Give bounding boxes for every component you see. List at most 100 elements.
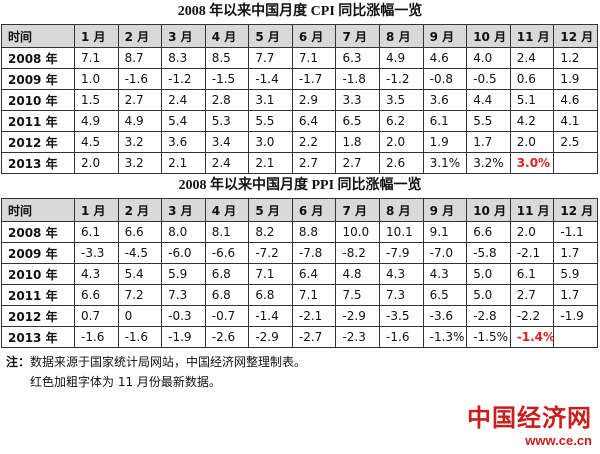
data-row: 2009 年 -3.3 -4.5 -6.0 -6.6 -7.2 -7.8 -8.2 -7.9 -7…	[1, 242, 598, 264]
cell: -1.6	[117, 326, 163, 348]
cell: 2.7	[117, 89, 163, 111]
cell: 4.3	[74, 263, 119, 285]
cell: -1.6	[74, 326, 119, 348]
cell: 4.3	[422, 263, 468, 285]
cell: 1.7	[553, 284, 598, 306]
cell: 6.8	[204, 284, 250, 306]
cell: 2.4	[509, 47, 555, 69]
cell: -2.9	[248, 326, 293, 348]
cell: 7.1	[291, 47, 337, 69]
cell: 7.1	[291, 284, 337, 306]
cell: 6.6	[117, 221, 163, 243]
cell: 4.2	[509, 110, 555, 132]
cell: 8.3	[161, 47, 206, 69]
data-row: 2013 年 -1.6 -1.6 -1.9 -2.6 -2.9 -2.7 -2.3 -1.6 -1…	[1, 326, 598, 348]
cell: 4.0	[466, 47, 511, 69]
note-label: 注：	[6, 355, 31, 369]
cell: 2.4	[161, 89, 206, 111]
cell: -2.8	[466, 305, 511, 327]
cell: 7.1	[248, 263, 293, 285]
cell: 3.3	[335, 89, 381, 111]
cell: 4.6	[553, 89, 598, 111]
cell: 2.1	[248, 152, 293, 174]
cell: 5.9	[553, 263, 598, 285]
cell: 5.5	[466, 110, 511, 132]
cell: 1.0	[74, 68, 119, 90]
header-cell: 4 月	[204, 24, 250, 48]
cell: 6.1	[509, 263, 555, 285]
cell: -3.3	[74, 242, 119, 264]
cell: 0	[117, 305, 163, 327]
data-row: 2009 年 1.0 -1.6 -1.2 -1.5 -1.4 -1.7 -1.8 -1.2 -0.…	[1, 68, 598, 90]
data-row: 2010 年 4.3 5.4 5.9 6.8 7.1 6.4 4.8 4.3 4.3 5.0 6.1 5…	[1, 263, 598, 285]
row-label: 2011 年	[1, 284, 75, 306]
cell: 5.0	[466, 284, 511, 306]
cell: -1.5%	[466, 326, 511, 348]
cell: 8.2	[248, 221, 293, 243]
cell: 6.8	[204, 263, 250, 285]
row-label: 2012 年	[1, 305, 75, 327]
cell: 1.7	[553, 242, 598, 264]
cell: 7.2	[117, 284, 163, 306]
cell: 2.7	[335, 152, 381, 174]
row-label: 2008 年	[1, 47, 75, 69]
row-label: 2010 年	[1, 89, 75, 111]
cell: -2.7	[291, 326, 337, 348]
header-cell: 3 月	[161, 24, 206, 48]
cell: 1.2	[553, 47, 598, 69]
header-cell: 6 月	[291, 24, 337, 48]
cell: 2.4	[204, 152, 250, 174]
cell: -1.9	[161, 326, 206, 348]
cell: 6.1	[422, 110, 468, 132]
row-label: 2013 年	[1, 326, 75, 348]
cell: 5.3	[204, 110, 250, 132]
cell: 2.0	[509, 221, 555, 243]
cell: -2.3	[335, 326, 381, 348]
cell: 3.1	[248, 89, 293, 111]
cell: -0.5	[466, 68, 511, 90]
note-line: 注：数据来源于国家统计局网站，中国经济网整理制表。	[6, 352, 600, 372]
cell: 4.8	[335, 263, 381, 285]
cell: 2.8	[204, 89, 250, 111]
cell: 6.4	[291, 263, 337, 285]
header-cell: 5 月	[248, 198, 293, 222]
header-cell: 时间	[1, 198, 75, 222]
cell: 4.3	[379, 263, 424, 285]
cell: 0.7	[74, 305, 119, 327]
cell: -1.9	[553, 305, 598, 327]
cell: 8.1	[204, 221, 250, 243]
cell: 3.0	[248, 131, 293, 153]
cell: -5.8	[466, 242, 511, 264]
header-cell: 2 月	[117, 24, 163, 48]
cell: 2.5	[553, 131, 598, 153]
cell: -2.6	[204, 326, 250, 348]
cell: -1.6	[379, 326, 424, 348]
cell: -1.3%	[422, 326, 468, 348]
cell: -1.4	[248, 305, 293, 327]
cell: 6.2	[379, 110, 424, 132]
watermark-logo: 中国经济网	[467, 403, 592, 432]
cell: 8.0	[161, 221, 206, 243]
cell: 3.2	[117, 131, 163, 153]
header-cell: 4 月	[204, 198, 250, 222]
cell: 6.1	[74, 221, 119, 243]
data-row: 2008 年 7.1 8.7 8.3 8.5 7.7 7.1 6.3 4.9 4.6 4.0 2.4 1…	[1, 47, 598, 69]
cell: -6.0	[161, 242, 206, 264]
cell: 4.6	[422, 47, 468, 69]
cell: 5.4	[161, 110, 206, 132]
cell: -0.8	[422, 68, 468, 90]
cell: 2.0	[509, 131, 555, 153]
cell: -1.4	[248, 68, 293, 90]
cell: 5.5	[248, 110, 293, 132]
header-cell: 12 月	[553, 198, 598, 222]
cell: 2.0	[74, 152, 119, 174]
header-cell: 7 月	[335, 198, 381, 222]
cell: 2.9	[291, 89, 337, 111]
row-label: 2011 年	[1, 110, 75, 132]
cell: 6.6	[466, 221, 511, 243]
data-row: 2011 年 4.9 4.9 5.4 5.3 5.5 6.4 6.5 6.2 6.1 5.5 4.2 4…	[1, 110, 598, 132]
